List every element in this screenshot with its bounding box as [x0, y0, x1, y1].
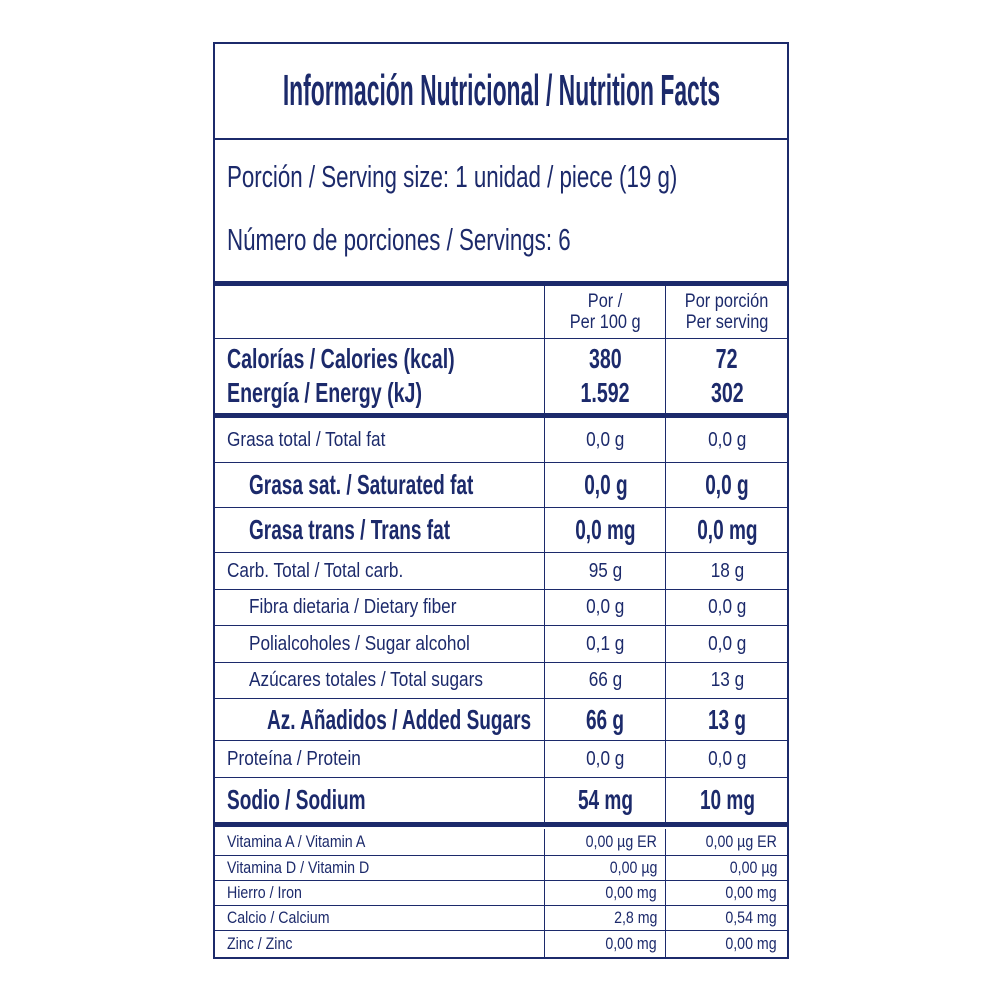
micronutrient-row: Calcio / Calcium 2,8 mg 0,54 mg — [215, 906, 787, 931]
micronutrient-label: Vitamina A / Vitamin A — [227, 832, 366, 851]
micronutrient-per-100g: 0,00 mg — [605, 934, 657, 953]
nutrient-row: Az. Añadidos / Added Sugars 66 g 13 g — [215, 699, 787, 741]
micronutrient-row: Vitamina D / Vitamin D 0,00 µg 0,00 µg — [215, 856, 787, 881]
nutrient-per-serving: 10 mg — [699, 784, 755, 815]
nutrient-label: Grasa trans / Trans fat — [249, 514, 451, 545]
micronutrient-per-serving: 0,00 µg ER — [705, 832, 777, 851]
nutrient-per-100g: 54 mg — [577, 784, 634, 815]
nutrient-per-100g: 0,0 g — [586, 596, 625, 618]
nutrient-row: Carb. Total / Total carb. 95 g 18 g — [215, 553, 787, 590]
nutrient-per-serving: 13 g — [710, 669, 744, 691]
micronutrient-label: Calcio / Calcium — [227, 908, 330, 927]
micronutrient-per-serving: 0,00 mg — [725, 883, 777, 902]
energy-row: Calorías / Calories (kcal) Energía / Ene… — [215, 339, 787, 413]
nutrient-per-serving: 13 g — [707, 703, 747, 735]
nutrient-per-serving: 0,0 g — [707, 632, 747, 655]
energy-per-serving: 302 — [710, 377, 744, 408]
energy-per-100g: 1.592 — [580, 377, 631, 408]
nutrient-row: Grasa sat. / Saturated fat 0,0 g 0,0 g — [215, 463, 787, 508]
nutrient-row: Sodio / Sodium 54 mg 10 mg — [215, 778, 787, 822]
micronutrient-per-100g: 0,00 mg — [605, 883, 657, 902]
calories-per-serving: 72 — [716, 343, 738, 374]
nutrient-per-100g: 0,0 g — [586, 428, 625, 451]
nutrient-per-100g: 0,0 mg — [575, 514, 636, 545]
nutrient-per-100g: 66 g — [588, 669, 623, 691]
energy-label: Energía / Energy (kJ) — [227, 377, 422, 408]
micronutrient-per-100g: 2,8 mg — [613, 908, 657, 927]
nutrition-facts-label: Información Nutricional / Nutrition Fact… — [213, 42, 789, 959]
nutrient-per-100g: 0,1 g — [586, 632, 625, 655]
nutrient-per-100g: 0,0 g — [583, 469, 628, 500]
nutrient-label: Sodio / Sodium — [227, 784, 366, 815]
nutrient-row: Azúcares totales / Total sugars 66 g 13 g — [215, 663, 787, 699]
nutrient-row: Polialcoholes / Sugar alcohol 0,1 g 0,0 g — [215, 626, 787, 663]
serving-size: Porción / Serving size: 1 unidad / piece… — [227, 159, 678, 194]
micronutrient-per-100g: 0,00 µg — [609, 858, 657, 877]
nutrient-per-serving: 0,0 g — [707, 747, 747, 770]
micronutrient-row: Vitamina A / Vitamin A 0,00 µg ER 0,00 µg … — [215, 829, 787, 856]
title-row: Información Nutricional / Nutrition Fact… — [215, 44, 787, 140]
micronutrient-row: Hierro / Iron 0,00 mg 0,00 mg — [215, 881, 787, 906]
nutrient-label: Polialcoholes / Sugar alcohol — [249, 632, 470, 655]
nutrient-per-100g: 95 g — [588, 559, 623, 582]
thick-divider — [215, 413, 787, 418]
nutrient-per-serving: 0,0 mg — [696, 514, 758, 545]
calories-per-100g: 380 — [589, 343, 622, 374]
nutrient-label: Grasa total / Total fat — [227, 428, 386, 451]
nutrient-per-100g: 0,0 g — [586, 747, 625, 770]
label-title: Información Nutricional / Nutrition Fact… — [282, 66, 720, 115]
nutrient-row: Fibra dietaria / Dietary fiber 0,0 g 0,0 g — [215, 590, 787, 626]
micronutrient-label: Zinc / Zinc — [227, 934, 293, 953]
column-header-row: Por / Per 100 g Por porción Per serving — [215, 286, 787, 339]
nutrient-label: Azúcares totales / Total sugars — [249, 669, 483, 691]
nutrient-row: Proteína / Protein 0,0 g 0,0 g — [215, 741, 787, 778]
thick-divider — [215, 822, 787, 827]
micronutrient-per-serving: 0,00 mg — [725, 934, 777, 953]
nutrient-row: Grasa trans / Trans fat 0,0 mg 0,0 mg — [215, 508, 787, 553]
nutrient-per-100g: 66 g — [586, 703, 625, 735]
nutrient-label: Fibra dietaria / Dietary fiber — [249, 596, 457, 618]
thick-divider — [215, 281, 787, 286]
micronutrient-label: Vitamina D / Vitamin D — [227, 858, 370, 877]
header-per-serving: Por porción Per serving — [665, 286, 788, 338]
nutrient-per-serving: 18 g — [710, 559, 744, 582]
micronutrient-row: Zinc / Zinc 0,00 mg 0,00 mg — [215, 931, 787, 957]
micronutrient-per-100g: 0,00 µg ER — [585, 832, 657, 851]
nutrient-label: Carb. Total / Total carb. — [227, 559, 404, 582]
calories-label: Calorías / Calories (kcal) — [227, 343, 455, 374]
header-per-100g: Por / Per 100 g — [544, 286, 666, 338]
nutrient-per-serving: 0,0 g — [705, 469, 749, 500]
nutrient-label: Az. Añadidos / Added Sugars — [267, 703, 532, 735]
micronutrient-per-serving: 0,54 mg — [725, 908, 777, 927]
micronutrient-label: Hierro / Iron — [227, 883, 302, 902]
nutrient-per-serving: 0,0 g — [707, 428, 747, 451]
nutrient-per-serving: 0,0 g — [707, 596, 747, 618]
nutrient-label: Grasa sat. / Saturated fat — [249, 469, 474, 500]
nutrient-label: Proteína / Protein — [227, 747, 361, 770]
servings-per-container: Número de porciones / Servings: 6 — [227, 222, 571, 257]
micronutrient-per-serving: 0,00 µg — [729, 858, 777, 877]
nutrient-row: Grasa total / Total fat 0,0 g 0,0 g — [215, 418, 787, 463]
